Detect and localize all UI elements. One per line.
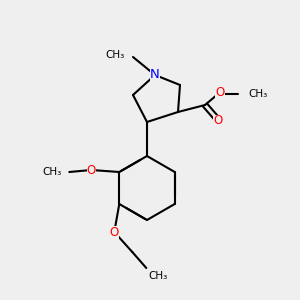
Text: O: O: [213, 115, 223, 128]
Text: CH₃: CH₃: [148, 271, 167, 281]
Text: CH₃: CH₃: [248, 89, 267, 99]
Text: CH₃: CH₃: [42, 167, 61, 177]
Text: O: O: [110, 226, 119, 238]
Text: O: O: [215, 85, 225, 98]
Text: O: O: [87, 164, 96, 176]
Text: N: N: [150, 68, 160, 82]
Text: CH₃: CH₃: [106, 50, 125, 60]
